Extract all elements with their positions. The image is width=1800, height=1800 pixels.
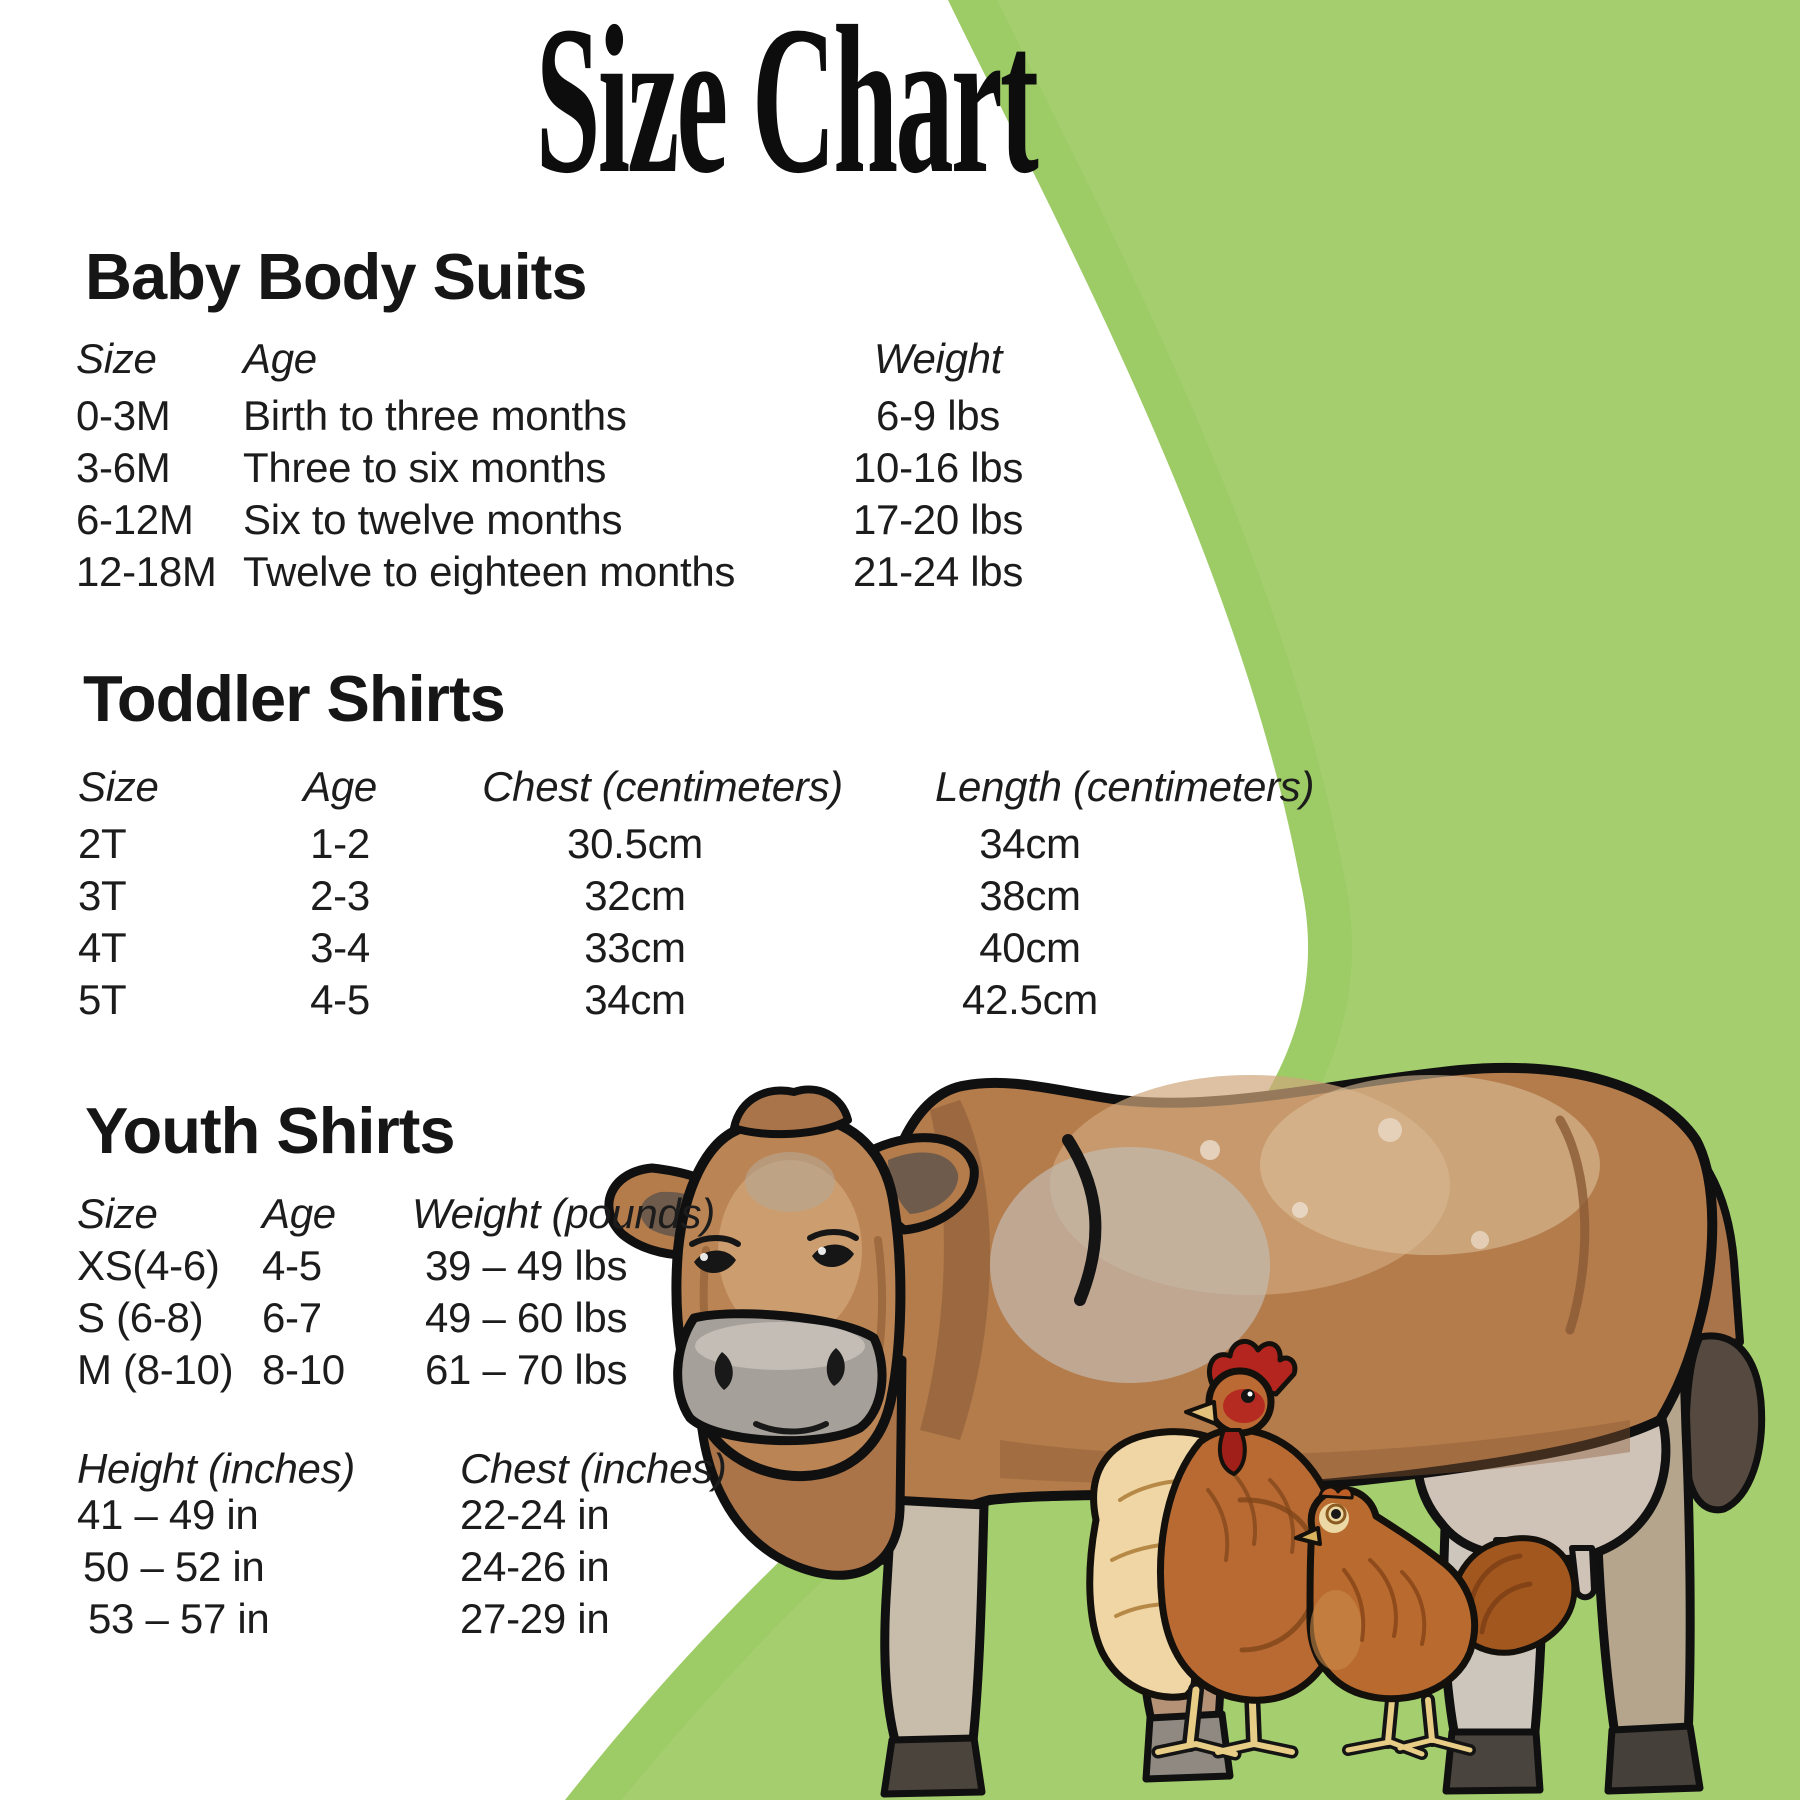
cell-weight: 6-9 lbs (876, 392, 1000, 439)
youth-shirts-table: Size Age Weight (pounds) XS(4-6) 4-5 39 … (77, 1188, 742, 1396)
cell-age: Three to six months (243, 444, 607, 491)
cell-chest: 30.5cm (567, 820, 703, 867)
cell-weight: 61 – 70 lbs (425, 1346, 628, 1393)
column-header-size: Size (77, 1190, 158, 1237)
measurements-header-row: Height (inches) Chest (inches) (77, 1443, 780, 1495)
baby-table-rows: 0-3M Birth to three months 6-9 lbs 3-6M … (76, 390, 1033, 598)
baby-body-suits-table: Size Age Weight 0-3M Birth to three mont… (76, 333, 1033, 598)
cell-age: 8-10 (262, 1346, 345, 1393)
page-title-text: Size Chart (535, 0, 1039, 217)
youth-table-header-row: Size Age Weight (pounds) (77, 1188, 742, 1240)
measurements-rows: 41 – 49 in 22-24 in 50 – 52 in 24-26 in … (77, 1489, 780, 1645)
cell-size: 3T (78, 872, 127, 919)
cell-size: S (6-8) (77, 1294, 204, 1341)
column-header-weight: Weight (873, 335, 1003, 382)
cell-size: 12-18M (76, 548, 217, 595)
column-header-chest: Chest (inches) (460, 1445, 727, 1492)
cell-weight: 39 – 49 lbs (425, 1242, 628, 1289)
cell-chest: 27-29 in (460, 1595, 610, 1642)
cell-size: 3-6M (76, 444, 171, 491)
cell-age: Twelve to eighteen months (243, 548, 736, 595)
cell-weight: 17-20 lbs (852, 496, 1024, 543)
youth-measurements-table: Height (inches) Chest (inches) 41 – 49 i… (77, 1443, 780, 1645)
cell-age: Birth to three months (243, 392, 627, 439)
toddler-table-header-row: Size Age Chest (centimeters) Length (cen… (78, 761, 1315, 813)
cell-chest: 33cm (584, 924, 686, 971)
cell-age: 6-7 (262, 1294, 322, 1341)
column-header-size: Size (78, 763, 159, 810)
cell-length: 42.5cm (962, 976, 1098, 1023)
heading-youth-shirts: Youth Shirts (85, 1094, 456, 1167)
cell-size: XS(4-6) (77, 1242, 220, 1289)
cell-length: 38cm (979, 872, 1081, 919)
cell-size: 5T (78, 976, 127, 1023)
cell-chest: 22-24 in (460, 1491, 610, 1538)
column-header-age: Age (262, 1190, 336, 1237)
cell-age: 3-4 (310, 924, 370, 971)
column-header-size: Size (76, 335, 157, 382)
heading-baby-body-suits: Baby Body Suits (85, 240, 587, 313)
youth-table-rows: XS(4-6) 4-5 39 – 49 lbs S (6-8) 6-7 49 –… (77, 1240, 742, 1396)
cell-chest: 32cm (584, 872, 686, 919)
baby-table-header-row: Size Age Weight (76, 333, 1033, 385)
cell-age: Six to twelve months (243, 496, 623, 543)
cell-size: M (8-10) (77, 1346, 234, 1393)
cell-height: 41 – 49 in (77, 1491, 259, 1538)
cell-age: 2-3 (310, 872, 370, 919)
cell-height: 53 – 57 in (88, 1595, 270, 1642)
toddler-shirts-table: Size Age Chest (centimeters) Length (cen… (78, 761, 1315, 1026)
cell-age: 1-2 (310, 820, 370, 867)
cell-size: 6-12M (76, 496, 194, 543)
cell-weight: 49 – 60 lbs (425, 1294, 628, 1341)
toddler-table-rows: 2T 1-2 30.5cm 34cm 3T 2-3 32cm 38cm 4T 3… (78, 818, 1180, 1026)
cell-age: 4-5 (310, 976, 370, 1023)
cell-weight: 10-16 lbs (852, 444, 1024, 491)
cow-illustration (604, 1062, 1766, 1798)
cell-size: 4T (78, 924, 127, 971)
column-header-chest: Chest (centimeters) (482, 763, 843, 810)
cell-length: 40cm (979, 924, 1081, 971)
cell-height: 50 – 52 in (83, 1543, 265, 1590)
cell-chest: 34cm (584, 976, 686, 1023)
cell-size: 0-3M (76, 392, 171, 439)
cell-length: 34cm (979, 820, 1081, 867)
cell-size: 2T (78, 820, 127, 867)
cell-chest: 24-26 in (460, 1543, 610, 1590)
column-header-height: Height (inches) (77, 1445, 355, 1492)
column-header-age: Age (303, 763, 377, 810)
large-hen-illustration (1086, 1339, 1350, 1761)
column-header-length: Length (centimeters) (935, 763, 1315, 810)
heading-toddler-shirts: Toddler Shirts (83, 662, 506, 735)
column-header-age: Age (243, 335, 317, 382)
cell-age: 4-5 (262, 1242, 322, 1289)
cell-weight: 21-24 lbs (852, 548, 1024, 595)
small-hen-illustration (1294, 1485, 1578, 1760)
column-header-weight: Weight (pounds) (412, 1190, 715, 1237)
page-title: Size Chart (0, 0, 1572, 206)
